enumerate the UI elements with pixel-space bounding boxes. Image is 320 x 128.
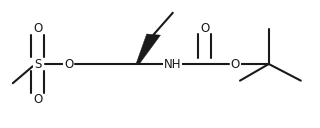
Text: O: O xyxy=(33,22,42,35)
Text: S: S xyxy=(34,57,42,71)
Text: NH: NH xyxy=(164,57,181,71)
Text: O: O xyxy=(33,93,42,106)
Text: O: O xyxy=(231,57,240,71)
Polygon shape xyxy=(136,34,160,64)
Text: O: O xyxy=(64,57,73,71)
Text: O: O xyxy=(200,22,209,35)
